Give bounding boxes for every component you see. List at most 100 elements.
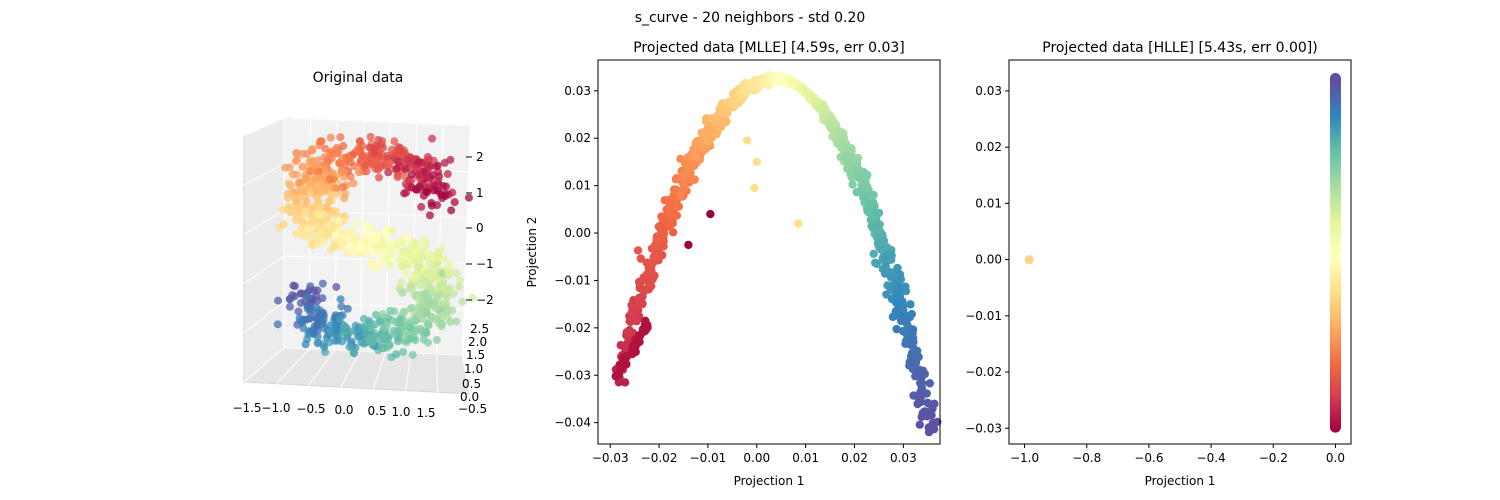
- original-data-point: [373, 263, 382, 272]
- original-data-point: [430, 315, 439, 324]
- original-data-point: [435, 172, 444, 181]
- y-tick-label: 0.02: [564, 131, 591, 145]
- x-tick-label: 0.0: [1326, 451, 1345, 465]
- mlle-outlier-point: [742, 136, 752, 145]
- x-tick-label: −0.8: [1072, 451, 1101, 465]
- original-data-point: [394, 157, 403, 166]
- original-data-point: [378, 310, 387, 319]
- original-data-point: [437, 191, 446, 200]
- original-data-point: [434, 292, 443, 301]
- x3d-tick-label: 1.0: [391, 405, 410, 419]
- mlle-point: [668, 217, 677, 226]
- hlle-outlier-point: [1024, 255, 1034, 265]
- mlle-point: [892, 298, 901, 308]
- original-data-point: [374, 135, 383, 144]
- y3d-tick-label: 0.5: [462, 377, 481, 391]
- original-data-point: [455, 282, 464, 291]
- mlle-point: [911, 358, 921, 367]
- original-data-point: [438, 312, 447, 321]
- x-tick-label: 0.01: [792, 451, 819, 465]
- original-data-point: [357, 238, 366, 247]
- mlle-point: [679, 169, 689, 179]
- mlle-point: [690, 175, 699, 184]
- mlle-point: [676, 154, 685, 163]
- mlle-point: [848, 180, 857, 189]
- original-data-point: [452, 317, 461, 326]
- original-data-point: [426, 251, 435, 260]
- 3d-grid-line: [372, 351, 387, 390]
- hlle-points: [1024, 73, 1341, 433]
- original-data-point: [427, 198, 436, 207]
- y-tick-label: 0.03: [975, 84, 1002, 98]
- original-data-point: [316, 202, 325, 211]
- mlle-point: [863, 207, 872, 216]
- original-data-point: [314, 230, 323, 239]
- original-data-point: [423, 152, 432, 161]
- original-data-point: [310, 286, 319, 295]
- z-tick-label: −2: [476, 293, 494, 307]
- z-tick-label: 2: [476, 150, 484, 164]
- 3d-grid-line: [340, 350, 361, 388]
- original-data-point: [324, 212, 333, 221]
- original-data-point: [290, 282, 299, 291]
- mlle-point: [654, 237, 663, 246]
- original-data-point: [400, 307, 409, 316]
- x-tick-label: −0.01: [690, 451, 727, 465]
- mlle-point: [893, 305, 902, 315]
- y-tick-label: −0.04: [554, 416, 591, 430]
- original-data-point: [390, 137, 399, 146]
- y-tick-label: 0.02: [975, 140, 1002, 154]
- original-data-point: [408, 350, 417, 359]
- mlle-point: [632, 316, 641, 326]
- original-data-point: [431, 304, 440, 313]
- original-data-point: [422, 308, 431, 317]
- mlle-point: [869, 190, 878, 200]
- 3d-grid-line: [243, 209, 285, 235]
- original-data-point: [370, 159, 379, 168]
- original-data-point: [308, 144, 317, 153]
- hlle-axes-frame: [1008, 59, 1352, 445]
- original-data-point: [358, 142, 367, 151]
- original-data-point: [407, 175, 416, 184]
- original-data-point: [368, 322, 377, 331]
- original-data-point: [450, 198, 459, 207]
- x-tick-label: −0.4: [1197, 451, 1226, 465]
- mlle-point: [933, 417, 942, 427]
- original-data-point: [383, 151, 392, 160]
- mlle-branch-point: [632, 340, 641, 349]
- mlle-point: [875, 243, 884, 252]
- original-data-point: [420, 236, 429, 245]
- y-tick-label: −0.02: [965, 365, 1002, 379]
- mlle-point: [712, 130, 721, 139]
- original-data-point: [381, 254, 390, 263]
- original-data-point: [324, 197, 333, 206]
- mlle-point: [915, 420, 924, 429]
- mlle-point: [664, 205, 674, 214]
- mlle-title: Projected data [MLLE] [4.59s, err 0.03]: [633, 40, 905, 56]
- original-data-point: [415, 303, 424, 312]
- 3d-grid-line: [461, 125, 471, 356]
- original-data-point: [326, 133, 335, 142]
- original-data-point: [444, 269, 453, 278]
- mlle-point: [893, 263, 902, 273]
- original-data-point: [314, 174, 323, 183]
- y3d-tick-label: 1.5: [466, 348, 485, 362]
- original-data-points: [273, 132, 477, 362]
- mlle-branch-point: [641, 316, 650, 326]
- original-data-point: [366, 132, 375, 141]
- original-data-point: [331, 190, 340, 199]
- x3d-tick-label: 0.5: [367, 404, 386, 418]
- original-data-point: [331, 327, 340, 336]
- original-data-point: [423, 188, 432, 197]
- mlle-point: [843, 158, 853, 167]
- x3d-tick-label: −0.5: [296, 402, 325, 416]
- mlle-point: [891, 290, 901, 300]
- original-data-point: [284, 179, 293, 188]
- y-tick-label: −0.03: [554, 368, 591, 382]
- mlle-point: [894, 277, 903, 286]
- mlle-point: [930, 399, 939, 409]
- original-data-point: [335, 216, 344, 225]
- original-data-point: [336, 295, 345, 304]
